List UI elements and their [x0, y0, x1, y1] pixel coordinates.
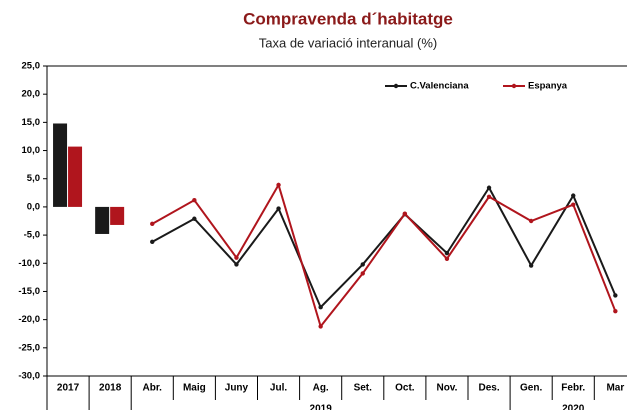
point [234, 262, 239, 267]
point [192, 197, 197, 203]
bar [95, 206, 110, 234]
y-tick-label: -30,0 [18, 371, 40, 382]
point [444, 250, 450, 256]
bar [53, 123, 68, 207]
x-tick-label: Oct. [395, 383, 415, 394]
legend-label: C.Valenciana [410, 81, 469, 92]
y-tick-label: 10,0 [22, 145, 41, 156]
bar [110, 206, 125, 225]
y-tick-label: 20,0 [22, 89, 41, 100]
point [486, 194, 492, 199]
group-label: 2019 [310, 404, 333, 410]
chart-title: Compravenda d´habitatge [243, 9, 453, 28]
x-tick-label: Juny [225, 383, 249, 394]
point [150, 221, 155, 227]
point [402, 211, 408, 216]
y-tick-label: 15,0 [22, 117, 41, 128]
x-tick-label: Des. [478, 383, 499, 394]
group-label: 2020 [562, 404, 585, 410]
y-tick-label: 5,0 [27, 173, 40, 184]
x-tick-label: Set. [354, 383, 373, 394]
point [571, 202, 576, 207]
point [486, 185, 492, 190]
point [444, 256, 450, 261]
point [360, 262, 365, 267]
x-tick-label: Gen. [520, 383, 542, 394]
y-tick-label: -25,0 [18, 342, 40, 353]
chart-subtitle: Taxa de variació interanual (%) [259, 35, 437, 50]
x-tick-label: Nov. [436, 383, 457, 394]
bar [68, 146, 83, 207]
point [276, 206, 281, 211]
x-tick-label: Febr. [561, 383, 585, 394]
x-tick-label: Mar [606, 383, 624, 394]
point [528, 218, 534, 224]
point [571, 193, 576, 198]
point [150, 239, 155, 245]
point [360, 271, 365, 276]
plot-frame [46, 65, 627, 377]
x-tick-label: Maig [183, 383, 206, 394]
point [528, 263, 534, 268]
y-tick-label: 0,0 [27, 201, 40, 212]
point [318, 305, 323, 310]
y-tick-label: -15,0 [18, 286, 40, 297]
y-tick-label: 25,0 [22, 61, 41, 72]
y-tick-label: -5,0 [24, 230, 40, 241]
x-tick-label: Abr. [143, 383, 163, 394]
legend-marker [511, 83, 517, 89]
point [613, 293, 618, 298]
point [276, 182, 281, 188]
point [234, 255, 239, 260]
y-tick-label: -10,0 [18, 258, 40, 269]
y-tick-label: -20,0 [18, 314, 40, 325]
legend-label: Espanya [528, 81, 568, 92]
point [192, 216, 197, 221]
x-tick-label: Ag. [313, 383, 329, 394]
series-line [151, 185, 617, 310]
legend-marker [393, 83, 399, 89]
x-tick-label: 2017 [57, 383, 80, 394]
point [318, 324, 323, 329]
x-tick-label: 2018 [99, 383, 122, 394]
point [613, 308, 618, 314]
x-tick-label: Jul. [270, 383, 287, 394]
series-line [151, 182, 617, 329]
